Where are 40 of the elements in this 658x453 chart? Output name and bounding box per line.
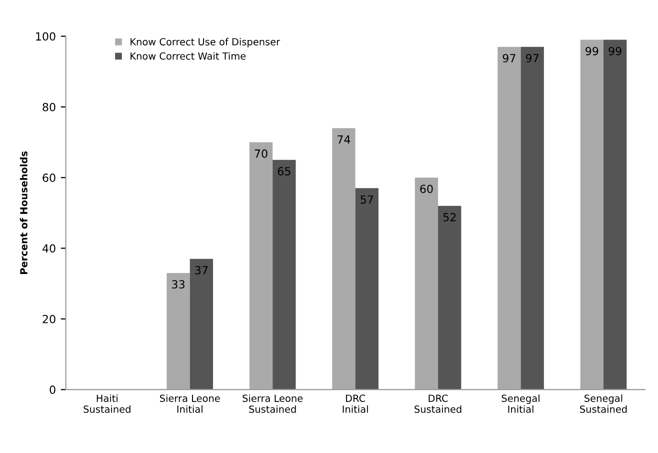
x-tick-label: Sierra Leone Sustained xyxy=(242,394,303,413)
bar xyxy=(355,188,378,390)
data-label: 57 xyxy=(360,195,374,204)
bar xyxy=(272,160,296,390)
bar xyxy=(603,40,627,390)
data-label: 33 xyxy=(172,280,184,289)
bar xyxy=(520,46,544,390)
data-label: 65 xyxy=(278,167,290,176)
bar xyxy=(414,178,438,390)
data-label: 97 xyxy=(526,54,538,62)
legend-label: Know Correct Wait Time xyxy=(130,52,246,60)
data-label: 99 xyxy=(586,46,598,56)
bar xyxy=(332,128,356,390)
data-label: 74 xyxy=(338,135,350,144)
y-tick-label: 20 xyxy=(42,314,56,324)
y-tick-label: 60 xyxy=(42,174,56,182)
data-label: 37 xyxy=(195,266,208,274)
data-label: 97 xyxy=(502,54,516,62)
x-tick-label: Haiti Sustained xyxy=(84,394,130,413)
data-label: 99 xyxy=(608,46,622,56)
x-tick-label: Sierra Leone Initial xyxy=(160,394,220,413)
y-tick-label: 0 xyxy=(50,386,56,394)
legend-label: Know Correct Use of Dispenser xyxy=(130,38,280,48)
y-tick-label: 40 xyxy=(42,244,56,253)
bar xyxy=(166,272,190,390)
bar xyxy=(580,40,604,390)
bar xyxy=(498,46,521,390)
data-label: 52 xyxy=(443,212,456,222)
bar xyxy=(190,258,214,390)
x-tick-label: Senegal Sustained xyxy=(580,394,627,413)
data-label: 70 xyxy=(254,149,268,158)
bar xyxy=(438,206,462,390)
x-tick-label: Senegal Initial xyxy=(502,394,540,413)
y-tick-label: 80 xyxy=(42,102,56,112)
bar xyxy=(249,142,273,390)
x-tick-label: DRC Sustained xyxy=(414,394,462,413)
y-axis-title: Percent of Households xyxy=(20,151,28,274)
data-label: 60 xyxy=(420,184,433,194)
y-tick-label: 100 xyxy=(36,32,56,41)
x-tick-label: DRC Initial xyxy=(342,394,368,413)
